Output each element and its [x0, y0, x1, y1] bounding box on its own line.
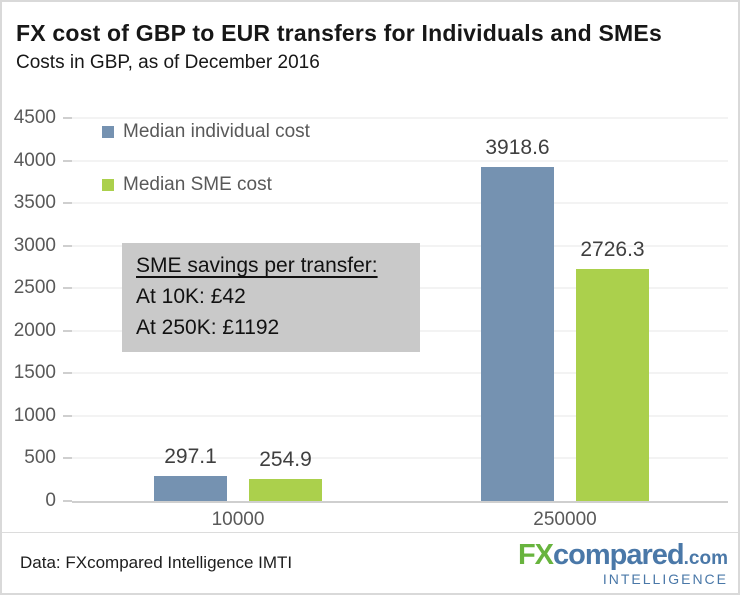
- bar-sme-250000: 2726.3: [576, 118, 649, 501]
- bar-individual-10000: 297.1: [154, 118, 227, 501]
- y-tick-mark-3500: [63, 202, 72, 205]
- y-axis-label-1500: 1500: [13, 362, 56, 384]
- fxcompared-logo: FXcompared.com INTELLIGENCE: [517, 538, 728, 587]
- gridline-3500: [72, 202, 728, 205]
- bar-rect-sme-250000: [576, 268, 649, 501]
- logo-com-text: .com: [683, 547, 728, 569]
- gridline-4000: [72, 159, 728, 162]
- bar-value-sme-250000: 2726.3: [580, 237, 645, 261]
- x-axis-label-10000: 10000: [211, 509, 265, 530]
- gridline-500: [72, 457, 728, 460]
- logo-intelligence-text: INTELLIGENCE: [602, 570, 728, 587]
- y-tick-mark-1000: [63, 414, 72, 417]
- legend-item-sme: Median SME cost: [102, 174, 310, 195]
- legend-item-individual: Median individual cost: [102, 121, 310, 142]
- y-axis-label-4500: 4500: [13, 107, 56, 128]
- legend-swatch-individual: [102, 126, 114, 138]
- y-axis-label-4000: 4000: [13, 149, 56, 171]
- gridline-1500: [72, 372, 728, 375]
- y-tick-mark-4500: [63, 117, 72, 119]
- bar-value-sme-10000: 254.9: [259, 448, 312, 472]
- y-axis-label-3000: 3000: [13, 234, 56, 256]
- gridline-1000: [72, 414, 728, 417]
- y-axis-label-3500: 3500: [13, 192, 56, 214]
- data-source-text: Data: FXcompared Intelligence IMTI: [20, 553, 293, 572]
- gridline-4500: [72, 117, 728, 119]
- chart-subtitle: Costs in GBP, as of December 2016: [16, 52, 320, 73]
- bar-value-individual-10000: 297.1: [164, 444, 217, 468]
- bar-rect-individual-10000: [154, 475, 227, 501]
- bar-sme-10000: 254.9: [249, 118, 322, 501]
- bar-value-individual-250000: 3918.6: [485, 136, 550, 160]
- bar-rect-sme-10000: [249, 479, 322, 501]
- annotation-heading: SME savings per transfer:: [136, 254, 378, 277]
- legend-label-sme: Median SME cost: [123, 174, 272, 195]
- legend: Median individual cost Median SME cost: [102, 121, 310, 195]
- plot-area: Median individual cost Median SME cost S…: [14, 108, 728, 530]
- y-axis-label-2000: 2000: [13, 319, 56, 341]
- bar-rect-individual-250000: [481, 167, 554, 501]
- logo-wordmark: FXcompared.com: [517, 538, 728, 571]
- y-tick-mark-0: [63, 500, 72, 502]
- y-axis-label-0: 0: [45, 490, 56, 511]
- logo-fx-text: FX: [517, 538, 554, 571]
- footer: Data: FXcompared Intelligence IMTI FXcom…: [2, 532, 738, 593]
- chart-title: FX cost of GBP to EUR transfers for Indi…: [16, 20, 662, 46]
- y-axis-label-500: 500: [24, 447, 56, 469]
- y-tick-mark-1500: [63, 372, 72, 375]
- legend-swatch-sme: [102, 179, 114, 191]
- y-tick-mark-3000: [63, 244, 72, 247]
- annotation-line-250k: At 250K: £1192: [136, 316, 280, 339]
- y-tick-mark-2500: [63, 287, 72, 290]
- y-tick-mark-2000: [63, 329, 72, 332]
- y-tick-mark-500: [63, 457, 72, 460]
- y-axis-label-1000: 1000: [13, 404, 56, 426]
- y-axis-label-2500: 2500: [13, 277, 56, 299]
- x-axis-label-250000: 250000: [533, 509, 597, 530]
- annotation-line-10k: At 10K: £42: [136, 285, 246, 308]
- annotation-box: SME savings per transfer: At 10K: £42 At…: [122, 243, 420, 352]
- bar-individual-250000: 3918.6: [481, 118, 554, 501]
- logo-compared-text: compared: [553, 538, 685, 571]
- y-tick-mark-4000: [63, 159, 72, 162]
- legend-label-individual: Median individual cost: [123, 121, 310, 142]
